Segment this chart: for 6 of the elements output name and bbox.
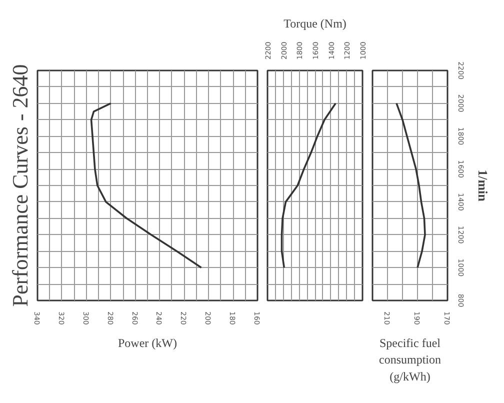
x-axis-title: Specific fuel consumption (g/kWh) — [379, 336, 442, 384]
line-series — [396, 102, 426, 269]
text: Performance Curves - 2640 — [8, 64, 32, 307]
x-axis-title: Torque (Nm) — [284, 16, 346, 31]
y-axis-title: 1/min — [476, 170, 490, 202]
x-axis-title: Power (kW) — [118, 336, 177, 350]
